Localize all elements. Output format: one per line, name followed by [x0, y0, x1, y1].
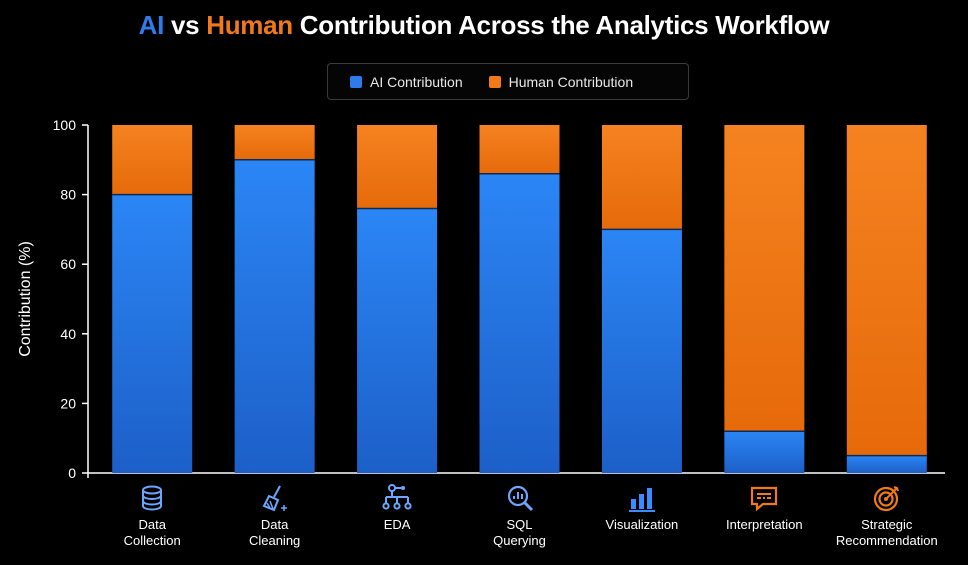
x-tick-label-line2: Querying [493, 533, 546, 548]
broom-icon [215, 483, 335, 513]
legend-swatch-human [488, 75, 501, 88]
x-tick-label-line1: EDA [383, 517, 411, 532]
x-tick-label-6: Interpretation [704, 483, 824, 533]
x-tick-label-line1: Data [138, 517, 166, 532]
chart-title: AI vs Human Contribution Across the Anal… [0, 10, 968, 41]
title-ai: AI [138, 10, 165, 40]
x-tick-label-line2: Recommendation [835, 533, 938, 548]
title-rest: Contribution Across the Analytics Workfl… [292, 10, 830, 40]
x-tick-label-line1: SQL [506, 517, 533, 532]
legend-item-human: Human Contribution [488, 73, 634, 90]
x-tick-label-2: Data Cleaning [215, 483, 335, 549]
bar-ai-5 [601, 229, 682, 473]
x-tick-label-line2: Cleaning [248, 533, 301, 548]
legend-label-ai: AI Contribution [370, 73, 463, 90]
x-tick-label-1: Data Collection [92, 483, 212, 549]
bar-ai-2 [234, 159, 315, 474]
target-icon [827, 483, 947, 513]
x-tick-label-line2: Collection [123, 533, 181, 548]
chat-bubble-icon [704, 483, 824, 513]
bar-ai-6 [724, 431, 805, 473]
bar-ai-7 [846, 455, 927, 473]
legend-label-human: Human Contribution [508, 73, 634, 90]
x-tick-label-7: Strategic Recommendation [827, 483, 947, 549]
magnifier-chart-icon [460, 483, 580, 513]
legend: AI Contribution Human Contribution [327, 63, 689, 100]
x-tick-label-line1: Data [260, 517, 289, 532]
bar-human-4 [479, 125, 560, 174]
bar-human-2 [234, 125, 315, 160]
bar-ai-4 [479, 173, 560, 473]
x-tick-label-line1: Strategic [861, 517, 913, 532]
y-tick-label: 60 [60, 256, 76, 272]
title-vs: vs [164, 10, 207, 40]
bar-chart-icon [582, 483, 702, 513]
x-tick-label-4: SQL Querying [460, 483, 580, 549]
y-tick-label: 40 [60, 326, 76, 342]
y-tick-label: 0 [68, 465, 76, 481]
y-axis-label: Contribution (%) [17, 241, 34, 357]
legend-item-ai: AI Contribution [350, 74, 463, 90]
bar-human-5 [601, 125, 682, 230]
bar-human-1 [112, 125, 193, 195]
x-tick-label-line1: Interpretation [726, 517, 803, 532]
x-tick-label-5: Visualization [582, 483, 702, 533]
bar-ai-1 [112, 194, 193, 473]
y-tick-label: 100 [53, 117, 77, 133]
bar-ai-3 [357, 208, 438, 473]
title-human: Human [206, 10, 293, 40]
database-icon [92, 483, 212, 513]
y-tick-label: 80 [60, 187, 76, 203]
y-tick-label: 20 [60, 395, 76, 411]
bar-human-7 [846, 125, 927, 456]
x-tick-label-3: EDA [337, 483, 457, 533]
bar-human-3 [357, 125, 438, 209]
bar-human-6 [724, 125, 805, 432]
hierarchy-icon [337, 483, 457, 513]
legend-swatch-ai [350, 75, 362, 88]
x-tick-label-line1: Visualization [605, 517, 679, 532]
